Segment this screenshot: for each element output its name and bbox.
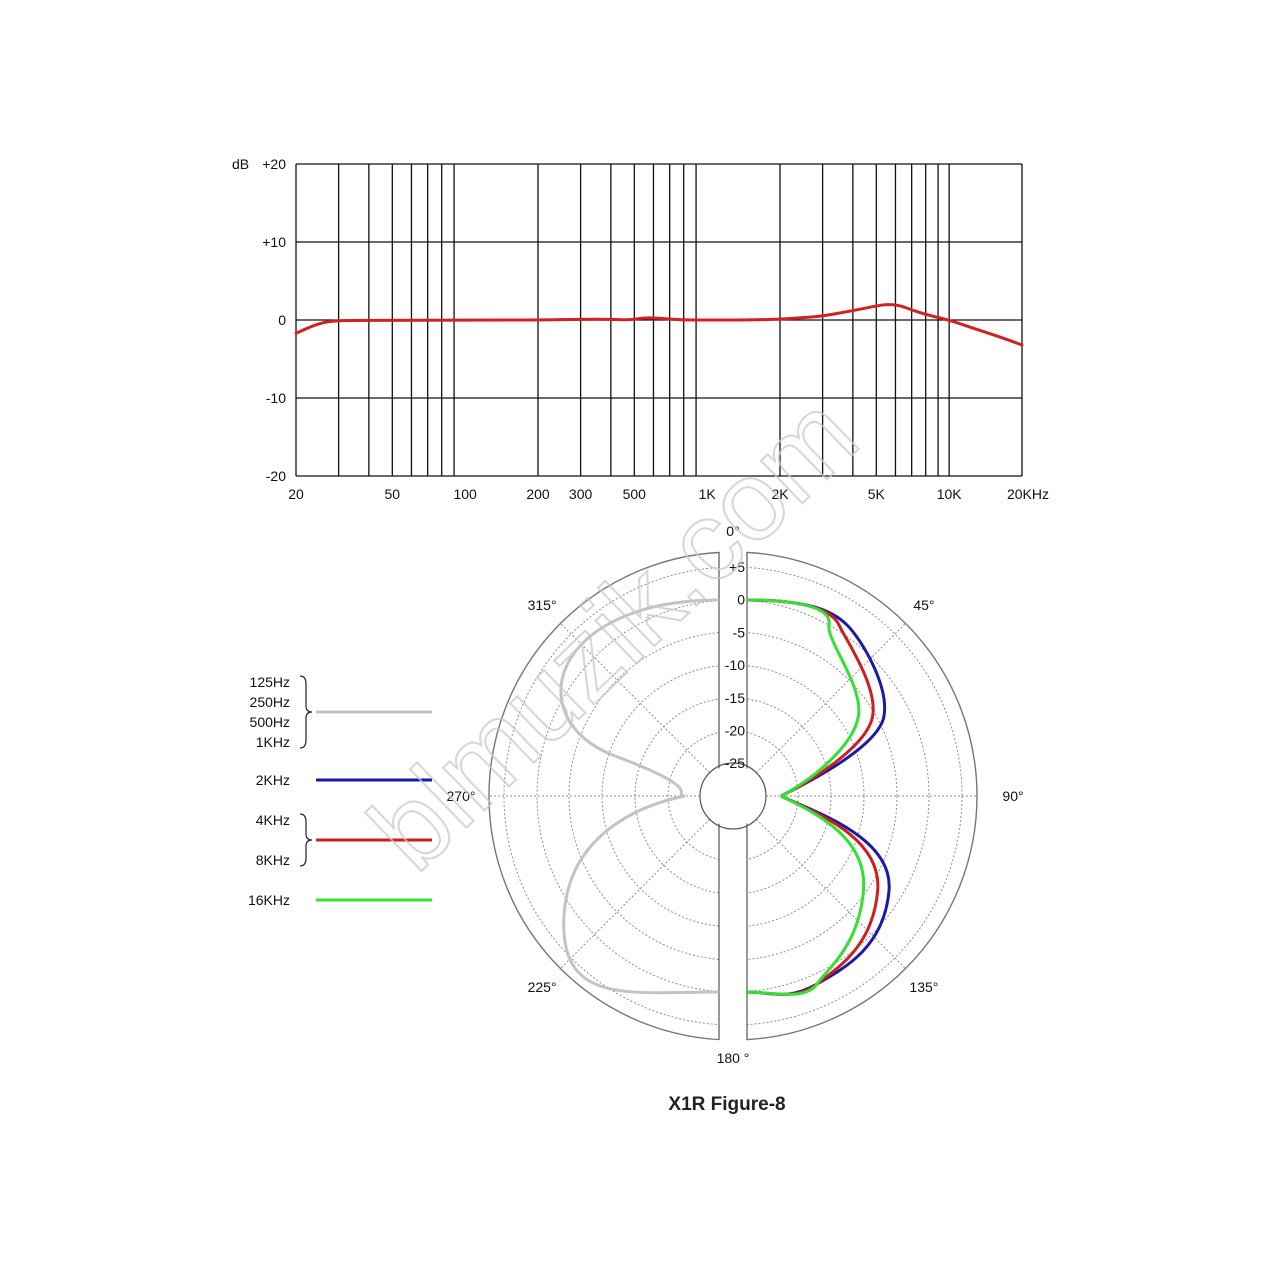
legend-label: 500Hz — [250, 714, 290, 730]
angle-label: 90° — [1002, 788, 1023, 804]
angle-label: 0° — [726, 523, 739, 539]
radial-tick-label: +5 — [729, 559, 745, 575]
x-tick-label: 200 — [526, 486, 550, 502]
angle-label: 180 ° — [717, 1050, 750, 1066]
legend-bracket — [299, 813, 313, 867]
y-tick-label: -20 — [266, 468, 286, 484]
polar-center-disc — [702, 765, 764, 827]
polar-ring — [503, 566, 963, 1026]
angle-label: 135° — [909, 979, 938, 995]
x-tick-label: 20 — [288, 486, 304, 502]
radial-tick-label: -10 — [725, 657, 745, 673]
x-tick-label: 5K — [868, 486, 886, 502]
polar-spoke — [560, 818, 711, 969]
x-tick-label: 2K — [771, 486, 789, 502]
legend-label: 1KHz — [256, 734, 290, 750]
polar-chart-title: X1R Figure-8 — [668, 1094, 785, 1115]
polar-lobe-low — [562, 794, 720, 995]
polar-lobe — [746, 598, 861, 798]
legend-label: 16KHz — [248, 892, 290, 908]
legend-label: 125Hz — [250, 674, 290, 690]
x-tick-label: 500 — [623, 486, 647, 502]
angle-label: 270° — [447, 788, 476, 804]
y-axis-label: dB — [232, 156, 249, 172]
radial-tick-label: -20 — [725, 723, 745, 739]
x-tick-label: 100 — [453, 486, 477, 502]
polar-spoke — [560, 623, 711, 774]
legend-bracket — [299, 675, 313, 749]
legend-label: 8KHz — [256, 852, 290, 868]
watermark: blmuzik.com — [346, 371, 881, 893]
polar-pattern-chart: +5 0 -5 -10 -15 -20 -25 0° 45° 90° 135° 180 ° 225° 27… — [447, 523, 1024, 1066]
polar-legend: 125Hz 250Hz 500Hz 1KHz 2KHz 4KHz 8KHz 16KHz — [248, 674, 432, 908]
y-tick-label: 0 — [278, 312, 286, 328]
y-tick-label: +20 — [262, 156, 286, 172]
angle-label: 225° — [528, 979, 557, 995]
angle-label: 45° — [913, 597, 934, 613]
radial-tick-label: 0 — [737, 592, 745, 608]
frequency-response-chart: +20 +10 0 -10 -20 dB 20 50 100 200 300 500 1K 2K 5K 10K… — [232, 156, 1049, 502]
angle-label: 315° — [528, 597, 557, 613]
x-tick-label: 1K — [699, 486, 717, 502]
frequency-response-curve — [294, 303, 1024, 347]
radial-tick-label: -15 — [725, 690, 745, 706]
polar-lobe — [746, 794, 866, 996]
polar-center-ring — [699, 762, 767, 830]
radial-tick-label: -5 — [733, 624, 746, 640]
x-tick-label: 50 — [385, 486, 401, 502]
x-tick-label: 10K — [937, 486, 963, 502]
polar-ring — [536, 599, 930, 993]
x-tick-label: 300 — [569, 486, 593, 502]
polar-spoke — [755, 818, 906, 969]
polar-lobe — [746, 794, 880, 996]
radial-tick-label: -25 — [725, 755, 745, 771]
polar-lobe — [746, 598, 875, 798]
legend-label: 2KHz — [256, 772, 290, 788]
legend-label: 4KHz — [256, 812, 290, 828]
x-tick-label: 20KHz — [1007, 486, 1049, 502]
legend-label: 250Hz — [250, 694, 290, 710]
y-tick-label: -10 — [266, 390, 286, 406]
y-tick-label: +10 — [262, 234, 286, 250]
polar-spoke — [755, 623, 906, 774]
polar-lobe-low — [559, 598, 720, 798]
